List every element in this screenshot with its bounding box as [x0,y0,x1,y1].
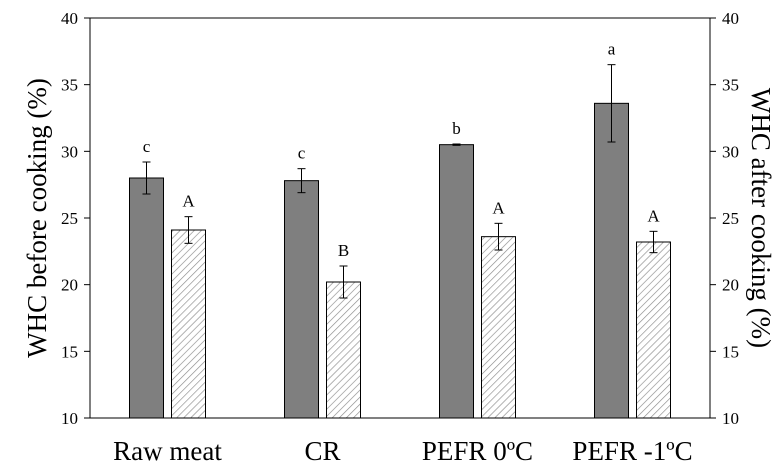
bar-series-2-2 [326,281,361,419]
bar-series-1-3 [439,144,474,419]
x-tick-label: PEFR 0ºC [422,436,533,466]
x-tick-label: CR [304,436,340,466]
significance-letter: a [608,40,616,59]
significance-letter: A [182,192,195,211]
y-tick-label-left: 15 [61,342,78,361]
significance-letter: b [452,119,461,138]
y-tick-label-right: 10 [722,409,739,428]
y-tick-label-left: 25 [61,209,78,228]
significance-letter: B [338,241,349,260]
bar-series-2-3 [481,236,516,419]
bar-series-1-1 [129,177,164,419]
significance-letter: A [647,206,660,225]
y-tick-label-right: 30 [722,142,739,161]
y-tick-label-left: 30 [61,142,78,161]
y-tick-label-right: 40 [722,9,739,28]
bar-series-2-1 [171,229,206,419]
significance-letter: c [143,137,151,156]
y-axis-title-right: WHC after cooking (%) [746,88,775,348]
significance-letter: c [298,144,306,163]
bars [129,64,671,419]
x-tick-label: PEFR -1ºC [572,436,692,466]
x-tick-label: Raw meat [113,436,222,466]
bar-series-2-4 [636,241,671,419]
y-tick-label-left: 20 [61,276,78,295]
y-tick-label-left: 35 [61,76,78,95]
significance-letter: A [492,198,505,217]
y-tick-label-right: 35 [722,76,739,95]
y-tick-label-right: 15 [722,342,739,361]
labels: c A Raw meat c B CR b A PEFR 0ºC a A PEFR -1ºC [113,40,692,466]
y-tick-label-left: 10 [61,409,78,428]
bar-series-1-2 [284,180,319,419]
y-axis-title-left: WHC before cooking (%) [22,78,52,358]
y-tick-label-right: 25 [722,209,739,228]
y-tick-label-right: 20 [722,276,739,295]
bar-series-1-4 [594,102,629,419]
ticks: 10 10 15 15 20 20 25 25 30 30 35 35 40 40 [61,9,739,428]
y-tick-label-left: 40 [61,9,78,28]
